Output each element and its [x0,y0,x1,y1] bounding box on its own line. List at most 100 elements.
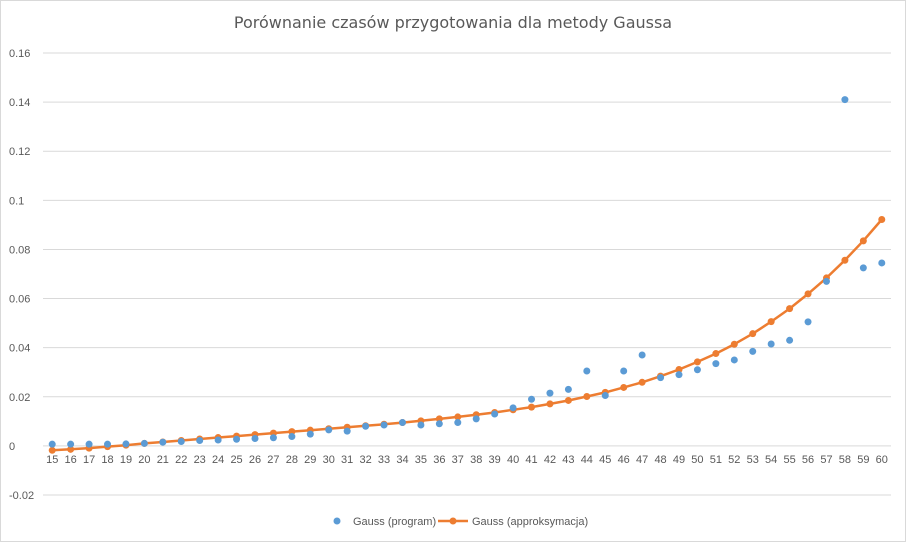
x-tick-label: 28 [286,454,298,466]
x-axis-tick-labels: 15 16 17 18 19 20 21 22 23 24 25 26 27 28 29 30 31 32 33 34… [46,454,888,466]
program-point [85,440,93,448]
approximation-point [859,237,867,245]
y-tick-label: 0.16 [9,48,30,60]
y-tick-label: 0.02 [9,392,30,404]
program-point [693,366,701,374]
x-tick-label: 34 [396,454,408,466]
program-point [233,435,241,443]
x-tick-label: 23 [194,454,206,466]
approximation-point [638,378,646,386]
y-tick-label: -0.02 [9,490,34,502]
x-tick-label: 47 [636,454,648,466]
program-point [804,318,812,326]
x-tick-label: 59 [857,454,869,466]
x-tick-label: 48 [654,454,666,466]
program-point [786,336,794,344]
x-tick-label: 37 [452,454,464,466]
y-tick-label: 0 [9,441,15,453]
x-tick-label: 42 [544,454,556,466]
approximation-point [435,415,443,423]
program-point [140,439,148,447]
x-tick-label: 17 [83,454,95,466]
program-point [67,440,75,448]
x-tick-label: 32 [359,454,371,466]
program-point [177,437,185,445]
approximation-series [48,215,886,454]
program-point [583,367,591,375]
x-tick-label: 29 [304,454,316,466]
x-tick-label: 35 [415,454,427,466]
program-series [48,96,886,448]
legend-label-program: Gauss (program) [353,516,436,528]
x-tick-label: 21 [157,454,169,466]
x-tick-label: 15 [46,454,58,466]
x-tick-label: 55 [783,454,795,466]
program-point [841,96,849,104]
approximation-point [712,350,720,358]
program-point [491,410,499,418]
program-point [472,415,480,423]
program-point [104,440,112,448]
program-point [122,440,130,448]
y-tick-label: 0.06 [9,294,30,306]
x-tick-label: 51 [710,454,722,466]
x-tick-label: 50 [691,454,703,466]
approximation-point [528,403,536,411]
program-point [822,277,830,285]
program-point [712,360,720,368]
program-point [398,419,406,427]
approximation-point [730,340,738,348]
x-tick-label: 24 [212,454,224,466]
y-axis-tick-labels: -0.02 0 0.02 0.04 0.06 0.08 0.1 0.12 0.14 0.16 [9,48,34,502]
approximation-point [454,413,462,421]
x-tick-label: 18 [101,454,113,466]
approximation-point [564,396,572,404]
program-point [362,422,370,430]
x-tick-label: 33 [378,454,390,466]
approximation-point [786,305,794,313]
approximation-point [693,358,701,366]
x-tick-label: 16 [65,454,77,466]
program-point [214,436,222,444]
approximation-point [583,393,591,401]
program-point [730,356,738,364]
program-point [380,421,388,429]
program-point [638,351,646,359]
y-tick-label: 0.08 [9,244,30,256]
approximation-line [52,218,883,452]
program-point [288,433,296,441]
x-tick-label: 36 [433,454,445,466]
approximation-point [67,445,75,453]
approximation-point [620,383,628,391]
program-point [564,385,572,393]
program-point [343,427,351,435]
program-point [859,264,867,272]
approximation-point [675,366,683,374]
program-point [601,392,609,400]
x-tick-label: 52 [728,454,740,466]
approximation-point [878,215,886,223]
x-tick-label: 57 [820,454,832,466]
approximation-point [48,446,56,454]
approximation-point [841,256,849,264]
chart-title: Porównanie czasów przygotowania dla meto… [234,13,672,32]
y-tick-label: 0.14 [9,97,30,109]
x-tick-label: 30 [323,454,335,466]
y-tick-label: 0.12 [9,146,30,158]
x-tick-label: 44 [581,454,593,466]
x-tick-label: 49 [673,454,685,466]
x-tick-label: 31 [341,454,353,466]
gridlines [43,52,891,496]
program-point [417,421,425,429]
approximation-point [804,290,812,298]
program-point [509,404,517,412]
program-point [454,419,462,427]
program-point [196,436,204,444]
approximation-point [749,330,757,338]
x-tick-label: 20 [138,454,150,466]
x-tick-label: 54 [765,454,777,466]
program-point [251,435,259,443]
program-point [325,426,333,434]
program-point [48,440,56,448]
